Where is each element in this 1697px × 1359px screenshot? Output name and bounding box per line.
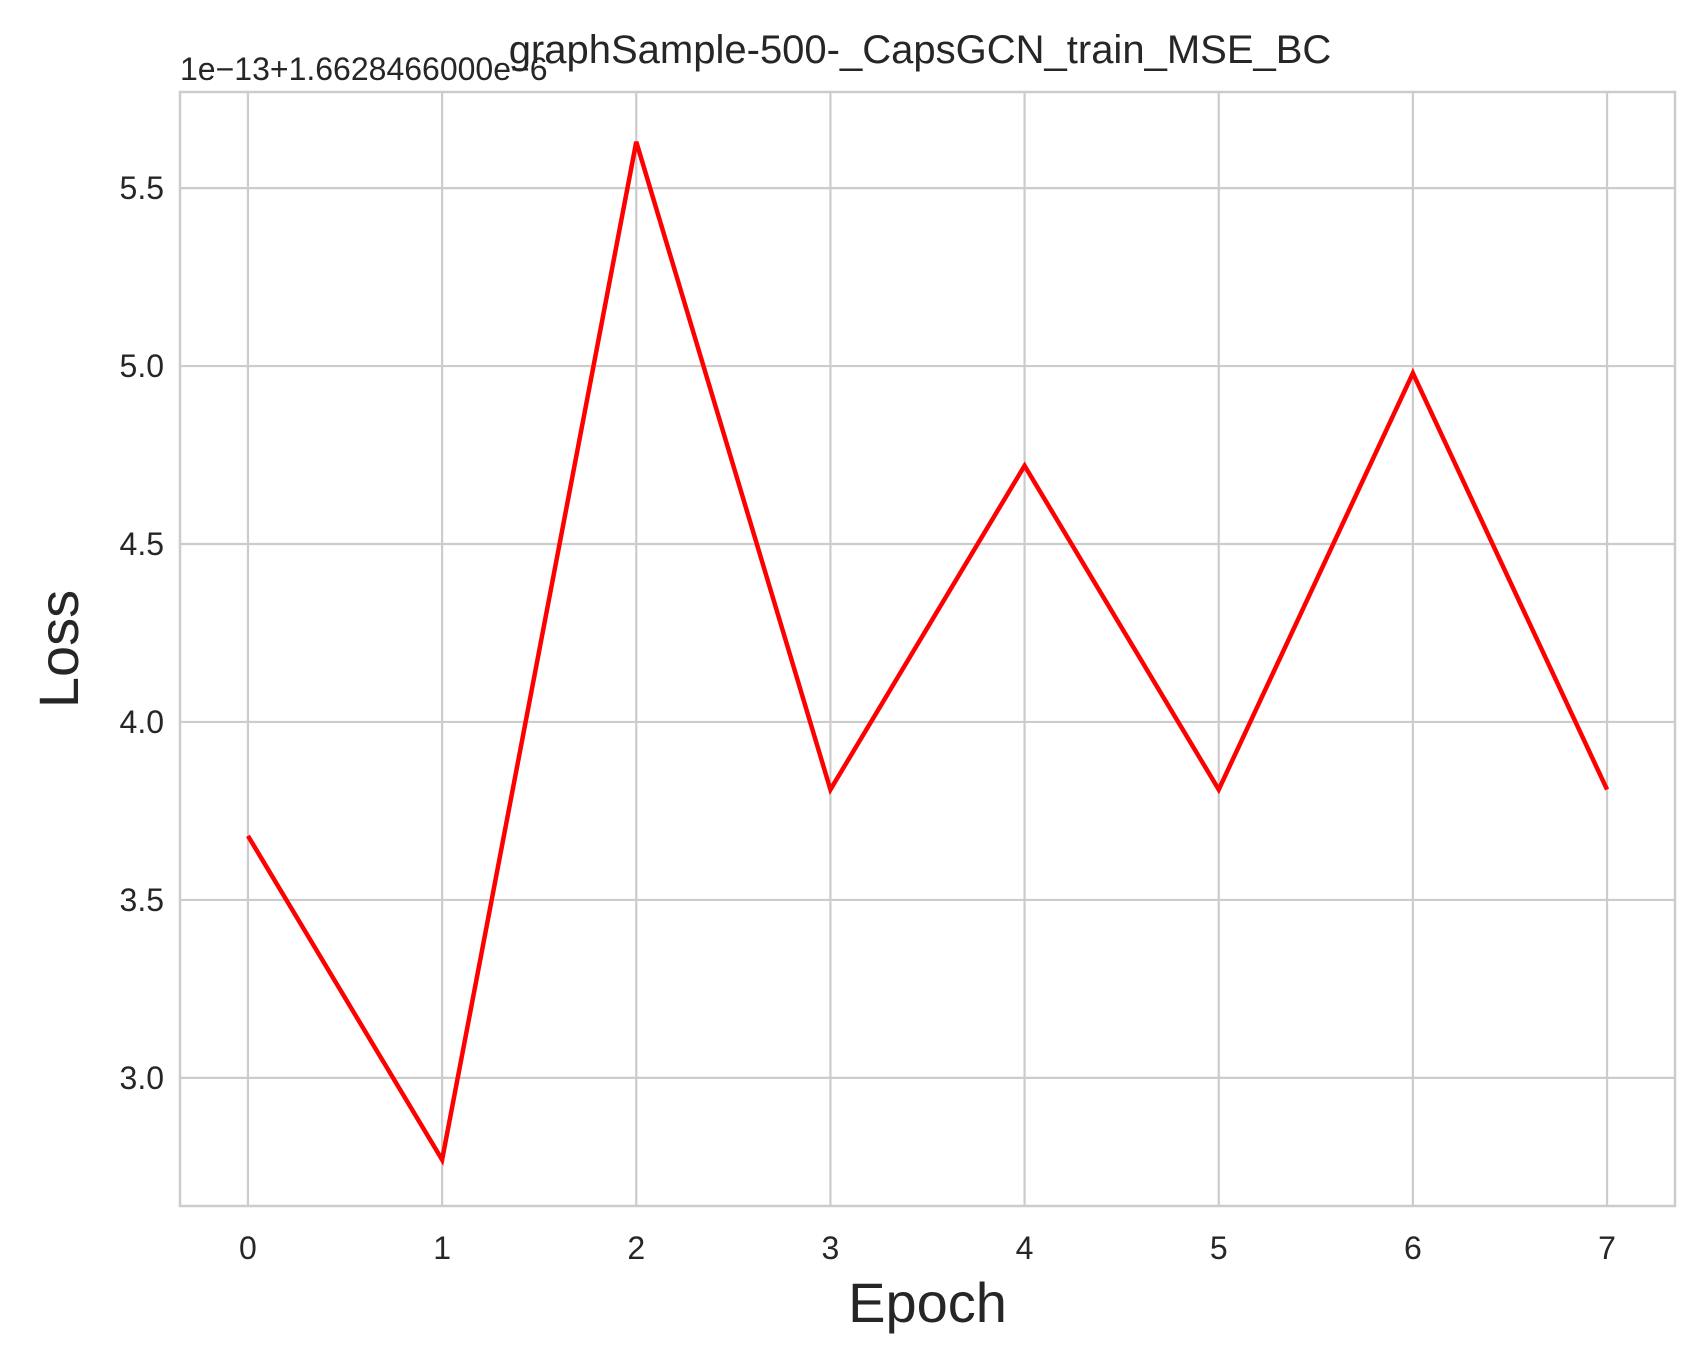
x-tick-label: 1 [433, 1230, 451, 1266]
y-tick-label: 4.0 [120, 704, 164, 740]
y-tick-label: 3.0 [120, 1060, 164, 1096]
x-tick-label: 3 [822, 1230, 840, 1266]
axis-offset-text: 1e−13+1.6628466000e−6 [180, 51, 548, 87]
x-tick-label: 6 [1404, 1230, 1422, 1266]
y-tick-label: 5.0 [120, 348, 164, 384]
y-tick-label: 4.5 [120, 526, 164, 562]
x-tick-label: 4 [1016, 1230, 1034, 1266]
x-tick-label: 7 [1598, 1230, 1616, 1266]
chart-title: graphSample-500-_CapsGCN_train_MSE_BC [509, 28, 1332, 72]
x-tick-labels: 0 1 2 3 4 5 6 7 [239, 1230, 1616, 1266]
grid-lines [180, 92, 1675, 1206]
y-axis-label: Loss [27, 590, 90, 708]
y-tick-labels: 3.0 3.5 4.0 4.5 5.0 5.5 [120, 170, 164, 1096]
y-tick-label: 5.5 [120, 170, 164, 206]
y-tick-label: 3.5 [120, 882, 164, 918]
x-axis-label: Epoch [848, 1271, 1007, 1334]
x-tick-label: 2 [627, 1230, 645, 1266]
series-line [246, 141, 1610, 1166]
plot-frame [178, 90, 1677, 1208]
series-layer [246, 141, 1610, 1166]
x-tick-label: 5 [1210, 1230, 1228, 1266]
x-tick-label: 0 [239, 1230, 257, 1266]
